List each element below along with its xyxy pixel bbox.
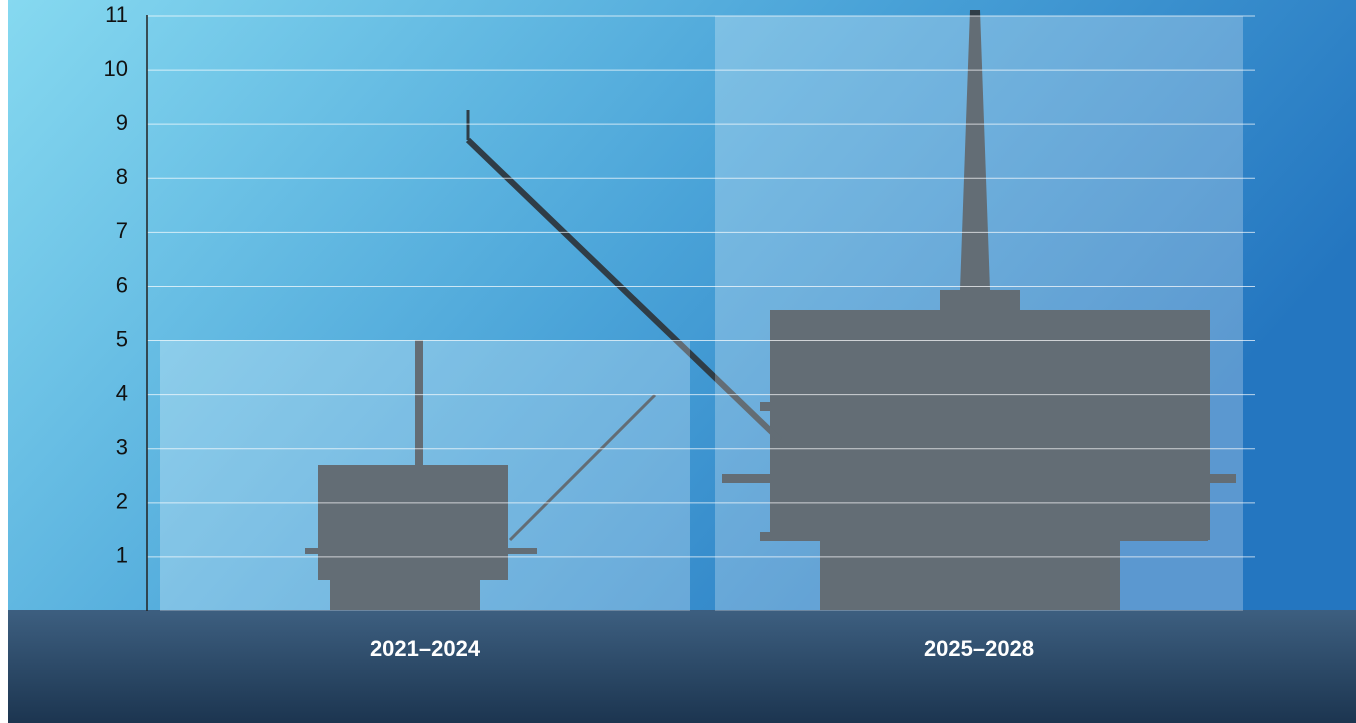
rig-large: [465, 10, 1236, 610]
y-tick-label: 10: [104, 56, 128, 81]
x-tick-label: 2021–2024: [370, 636, 481, 661]
y-tick-label: 1: [116, 543, 128, 568]
y-tick-label: 6: [116, 272, 128, 297]
y-tick-label: 2: [116, 489, 128, 514]
y-tick-label: 5: [116, 326, 128, 351]
bar: [160, 340, 690, 611]
y-tick-label: 3: [116, 435, 128, 460]
y-tick-label: 4: [116, 380, 128, 405]
x-tick-label: 2025–2028: [924, 636, 1034, 661]
rig-small: [305, 340, 657, 610]
y-tick-label: 11: [105, 2, 128, 27]
y-tick-label: 9: [116, 110, 128, 135]
y-tick-label: 8: [116, 164, 128, 189]
bar: [715, 16, 1243, 611]
y-tick-label: 7: [116, 218, 128, 243]
sea: [8, 610, 1356, 723]
